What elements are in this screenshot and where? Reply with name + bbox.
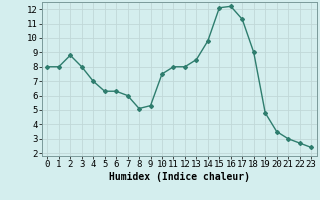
X-axis label: Humidex (Indice chaleur): Humidex (Indice chaleur) (109, 172, 250, 182)
